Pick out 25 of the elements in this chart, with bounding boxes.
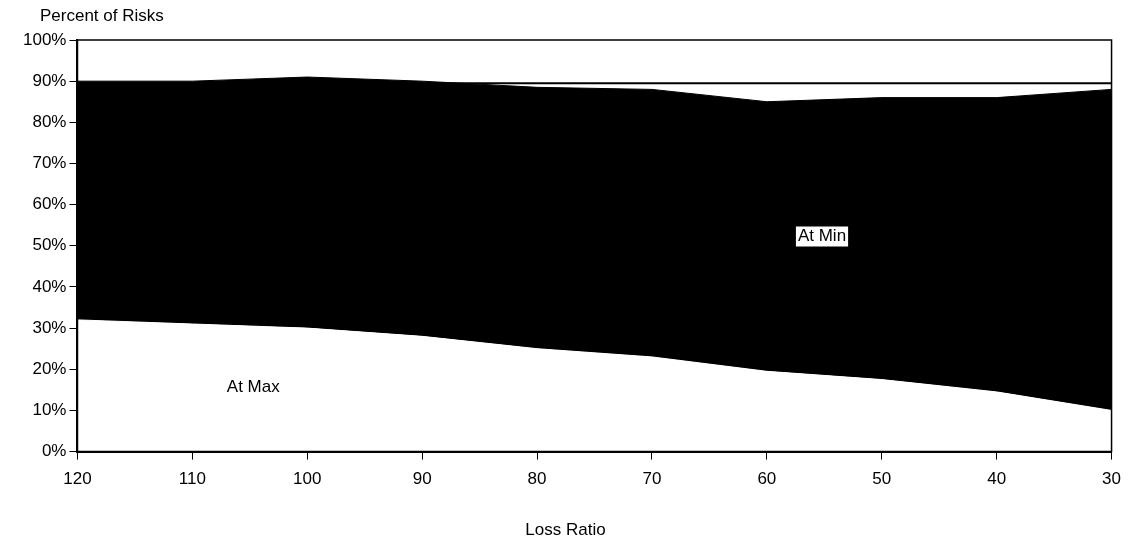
y-tick-label: 90%: [32, 70, 67, 90]
x-axis-title: Loss Ratio: [524, 520, 607, 540]
x-tick-label: 40: [987, 469, 1007, 489]
x-tick-label: 90: [412, 469, 432, 489]
x-tick-label: 30: [1102, 469, 1122, 489]
x-tick-label: 80: [527, 469, 547, 489]
x-tick-label: 60: [757, 469, 777, 489]
x-tick-label: 70: [642, 469, 662, 489]
y-tick-label: 70%: [32, 153, 67, 173]
y-tick-label: 10%: [32, 400, 67, 420]
x-tick-label: 120: [63, 469, 92, 489]
y-tick-label: 60%: [32, 194, 67, 214]
x-tick-label: 100: [293, 469, 322, 489]
y-tick-label: 40%: [32, 276, 67, 296]
y-tick-label: 30%: [32, 317, 67, 337]
x-tick-label: 110: [178, 469, 206, 489]
y-tick-label: 50%: [32, 235, 67, 255]
y-tick-label: 20%: [32, 358, 67, 378]
series-label: At Max: [226, 377, 281, 397]
y-tick-label: 80%: [32, 112, 67, 132]
y-tick-label: 0%: [41, 441, 67, 461]
y-tick-label: 100%: [23, 29, 67, 49]
series-label: At Min: [797, 226, 847, 246]
x-tick-label: 50: [872, 469, 892, 489]
y-axis-title: Percent of Risks: [40, 6, 164, 26]
